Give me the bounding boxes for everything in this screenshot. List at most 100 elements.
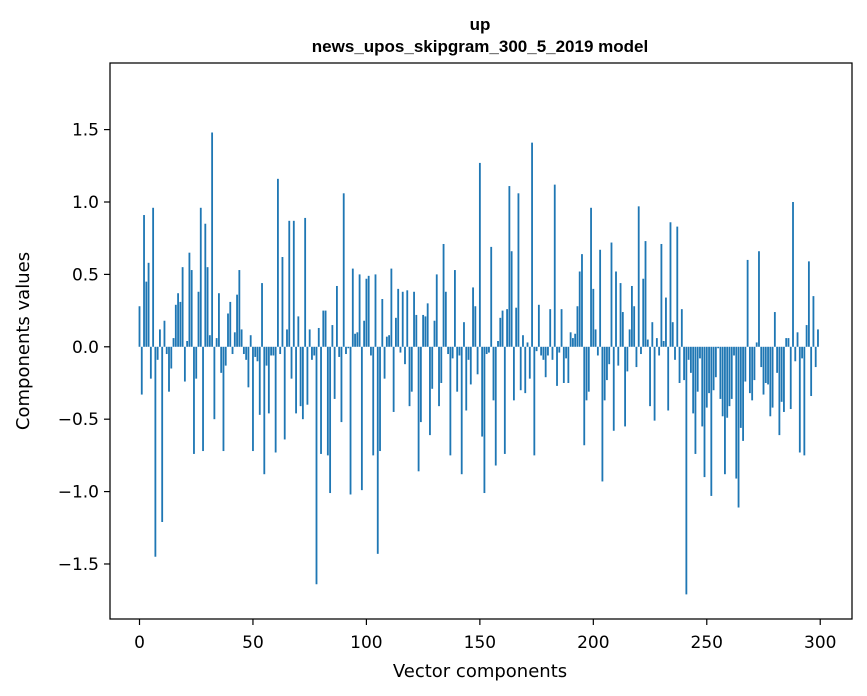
- bar: [429, 346, 431, 436]
- bar: [370, 346, 372, 356]
- bar: [642, 278, 645, 347]
- bar: [812, 296, 815, 347]
- bar: [558, 346, 561, 353]
- bar: [748, 346, 751, 394]
- bar: [383, 346, 386, 379]
- bar: [549, 309, 552, 347]
- bar: [780, 346, 783, 402]
- bar: [270, 346, 273, 356]
- bar: [587, 346, 590, 392]
- bar: [177, 293, 179, 347]
- bar: [510, 251, 513, 347]
- bar: [803, 346, 806, 456]
- bar: [347, 346, 350, 349]
- bar: [356, 332, 359, 347]
- bar: [440, 346, 443, 383]
- bar: [601, 346, 604, 482]
- bar: [149, 346, 152, 379]
- bar: [576, 306, 579, 347]
- bar: [524, 346, 527, 394]
- bar: [199, 207, 202, 347]
- bar: [640, 346, 642, 355]
- bar: [567, 346, 570, 383]
- bar: [771, 346, 774, 408]
- bar: [218, 293, 220, 347]
- bar: [810, 346, 813, 397]
- bar: [345, 346, 347, 355]
- bar: [528, 346, 531, 379]
- bar: [699, 346, 701, 359]
- bar: [317, 327, 320, 347]
- bar: [710, 346, 713, 496]
- bar: [794, 346, 797, 362]
- bar: [805, 325, 808, 347]
- bar: [213, 346, 216, 420]
- bar: [671, 322, 674, 347]
- bar: [211, 132, 214, 347]
- y-tick-label: −0.5: [58, 410, 99, 430]
- bar: [653, 346, 656, 421]
- bar: [236, 294, 238, 347]
- bar: [379, 346, 381, 452]
- bar: [438, 346, 440, 407]
- bar: [542, 346, 545, 360]
- bar: [687, 346, 690, 360]
- bar: [358, 274, 361, 347]
- bar: [233, 332, 236, 347]
- bar: [290, 346, 293, 379]
- bar: [140, 346, 143, 395]
- bar: [547, 346, 549, 356]
- bar: [367, 275, 370, 347]
- y-axis-ticks: −1.5 −1.0 −0.5 0.0 0.5 1.0 1.5: [58, 121, 110, 575]
- bar: [449, 346, 452, 456]
- bar: [465, 346, 468, 411]
- bar: [733, 346, 735, 356]
- bar: [165, 346, 168, 355]
- bar: [170, 346, 173, 369]
- bar: [785, 338, 788, 347]
- bar: [508, 186, 511, 347]
- bar: [195, 346, 198, 379]
- bar: [220, 346, 223, 373]
- bar: [787, 338, 790, 347]
- bar: [186, 341, 189, 347]
- bar: [599, 249, 602, 347]
- bar: [692, 346, 695, 414]
- bar: [708, 346, 710, 394]
- bar: [395, 317, 397, 347]
- bar: [624, 346, 626, 427]
- bar: [299, 346, 302, 407]
- bar: [612, 346, 615, 431]
- bar: [417, 346, 420, 472]
- bar: [145, 281, 148, 347]
- bar: [442, 243, 445, 347]
- bar: [714, 346, 717, 378]
- bar: [735, 346, 738, 479]
- bar: [537, 304, 540, 347]
- bar: [789, 346, 792, 410]
- bar: [817, 329, 819, 347]
- bar: [517, 193, 520, 347]
- bar: [399, 346, 402, 353]
- bar: [746, 259, 749, 347]
- bar: [415, 314, 418, 347]
- bar: [472, 287, 474, 347]
- bar: [435, 274, 438, 347]
- bar: [231, 346, 234, 355]
- bar: [376, 346, 379, 554]
- bar: [485, 346, 488, 355]
- chart-subtitle: news_upos_skipgram_300_5_2019 model: [312, 37, 648, 56]
- bar: [354, 333, 356, 347]
- bar: [190, 270, 193, 347]
- y-tick-label: 0.0: [72, 338, 99, 358]
- bar: [501, 310, 504, 347]
- bar: [742, 346, 744, 441]
- bar: [701, 346, 704, 427]
- bar: [351, 268, 354, 347]
- bar: [658, 346, 661, 356]
- bar: [154, 346, 157, 557]
- bar: [474, 306, 477, 347]
- bar: [301, 346, 304, 420]
- bar: [610, 242, 613, 347]
- y-tick-label: 0.5: [72, 265, 99, 285]
